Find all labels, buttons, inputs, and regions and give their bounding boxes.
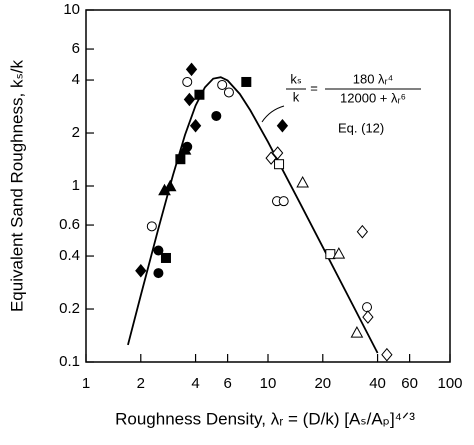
x-tick-label: 40 — [369, 375, 386, 392]
data-point — [217, 79, 228, 90]
data-point — [265, 151, 277, 165]
data-point — [211, 110, 222, 121]
y-tick-label: 0.1 — [59, 353, 80, 370]
data-point — [223, 87, 234, 98]
data-point — [241, 76, 252, 87]
equation-label: Eq. (12) — [338, 120, 384, 135]
equation-lhs-num: kₛ — [290, 71, 302, 86]
equation-lhs-den: k — [293, 89, 300, 104]
data-point — [189, 118, 202, 133]
x-axis-label: Roughness Density, λᵣ = (D/k) [Aₛ/Aₚ]⁴ᐟ³ — [115, 409, 415, 428]
data-point — [183, 92, 196, 107]
data-point — [175, 154, 186, 165]
data-point — [325, 249, 336, 260]
x-tick-label: 2 — [137, 375, 145, 392]
equation-rhs-num: 180 λᵣ⁴ — [353, 71, 394, 86]
y-tick-label: 1 — [72, 177, 80, 194]
x-tick-label: 1 — [82, 375, 90, 392]
data-point — [296, 175, 309, 188]
data-point — [276, 118, 289, 133]
equation: kₛ k = 180 λᵣ⁴ 12000 + λᵣ⁶ Eq. (12) — [261, 71, 421, 135]
x-tick-label: 6 — [223, 375, 231, 392]
y-tick-label: 4 — [72, 71, 80, 88]
y-tick-label: 10 — [63, 1, 80, 18]
y-axis-label: Equivalent Sand Roughness, kₛ/k — [7, 59, 26, 312]
x-tick-label: 20 — [314, 375, 331, 392]
x-tick-label: 10 — [260, 375, 277, 392]
y-tick-label: 2 — [72, 124, 80, 141]
data-point — [153, 245, 164, 256]
data-point — [160, 252, 171, 263]
data-point — [146, 221, 157, 232]
fit-curve — [127, 76, 379, 354]
data-point — [356, 224, 369, 239]
data-point — [178, 143, 192, 155]
y-tick-label: 0.6 — [59, 216, 80, 233]
data-point — [274, 159, 285, 170]
data-point — [194, 89, 205, 100]
y-tick-label: 0.2 — [59, 300, 80, 317]
x-tick-label: 100 — [437, 375, 462, 392]
leader-line — [261, 105, 285, 123]
y-tick-label: 0.4 — [59, 247, 80, 264]
equation-rhs-den: 12000 + λᵣ⁶ — [340, 90, 406, 105]
data-point — [381, 347, 393, 362]
y-tick-label: 6 — [72, 40, 80, 57]
plot-frame — [85, 9, 451, 363]
data-point — [350, 326, 364, 338]
data-point — [182, 76, 193, 87]
data-point — [185, 62, 198, 77]
data-point — [332, 247, 346, 259]
data-point — [163, 179, 177, 192]
x-tick-label: 4 — [191, 375, 199, 392]
data-point — [362, 302, 373, 313]
x-tick-label: 60 — [401, 375, 418, 392]
data-point — [278, 196, 289, 207]
data-point — [272, 146, 284, 160]
equation-equals: = — [310, 80, 318, 95]
data-point — [362, 310, 374, 324]
data-point — [153, 268, 164, 279]
data-point — [135, 263, 147, 278]
